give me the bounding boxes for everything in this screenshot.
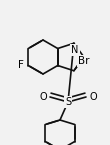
Text: S: S <box>65 97 71 107</box>
Text: N: N <box>71 45 79 55</box>
Text: O: O <box>89 92 97 102</box>
Text: F: F <box>18 60 24 70</box>
Text: Br: Br <box>78 56 89 66</box>
Text: O: O <box>39 92 47 102</box>
